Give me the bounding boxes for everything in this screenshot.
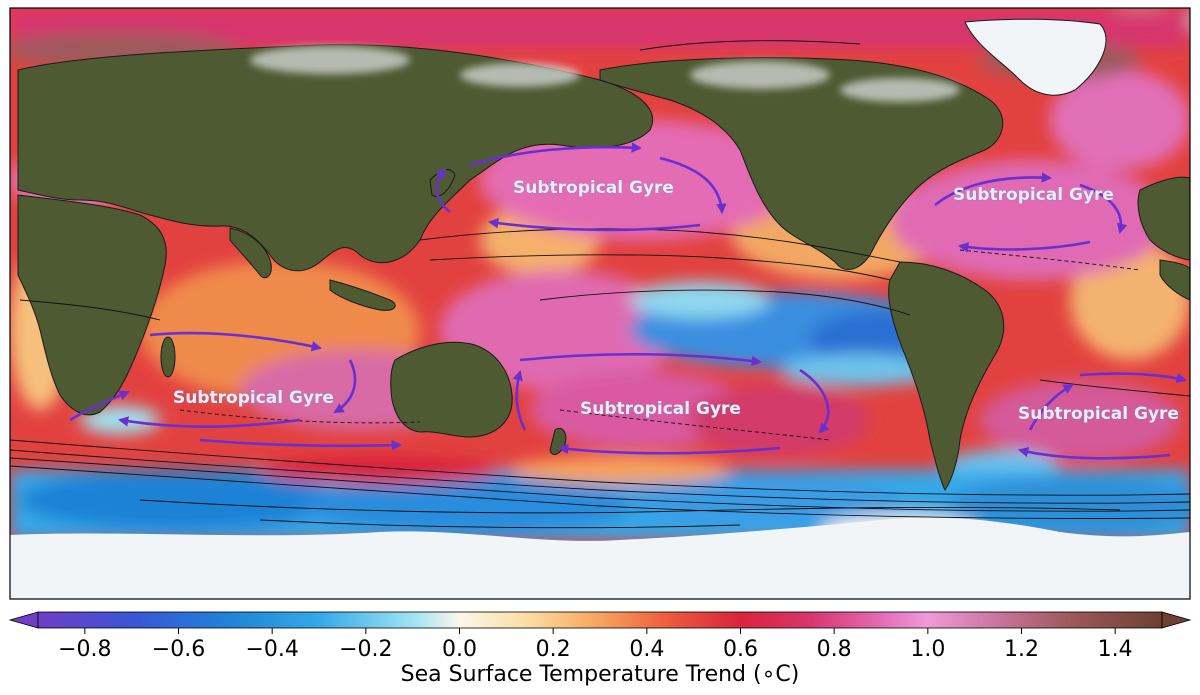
north-america [599, 57, 1004, 270]
colorbar-tick-label: −0.2 [339, 637, 392, 662]
gyre-arrow [469, 142, 643, 167]
colorbar-tick-label: 0.0 [442, 637, 477, 662]
gyre-arrow [199, 438, 403, 451]
gyre-arrow [435, 168, 451, 214]
colorbar-tick-label: −0.8 [58, 637, 111, 662]
gyre-label-south-pacific: Subtropical Gyre [580, 399, 741, 419]
western-africa-edge [1159, 259, 1190, 301]
colorbar-title: Sea Surface Temperature Trend (∘C) [401, 662, 800, 687]
colorbar-tick-label: −0.4 [245, 637, 298, 662]
gyre-label-indian: Subtropical Gyre [173, 388, 334, 408]
gyre-arrow [512, 369, 527, 431]
colorbar-bar [37, 611, 1163, 629]
gyre-arrow [117, 416, 301, 429]
gyre-arrow [934, 172, 1053, 207]
madagascar [160, 336, 176, 378]
contour-lines [10, 40, 1190, 529]
colorbar-extend-high [1161, 611, 1192, 629]
africa [17, 194, 167, 416]
south-america [888, 261, 1005, 491]
colorbar-tick-label: 0.2 [536, 637, 571, 662]
gyre-label-north-atlantic: Subtropical Gyre [953, 185, 1114, 205]
gyre-arrow [1028, 383, 1074, 431]
colorbar-tick-label: 1.4 [1098, 637, 1133, 662]
gyre-arrow [333, 359, 357, 414]
colorbar-tick-label: 1.2 [1004, 637, 1039, 662]
colorbar-tick-label: 1.0 [910, 637, 945, 662]
gyre-arrows [69, 142, 1188, 460]
maritime-continent [329, 279, 396, 311]
greenland [964, 18, 1107, 96]
gyre-arrow [69, 390, 130, 422]
gyre-arrow [519, 352, 763, 367]
gyre-arrow [487, 218, 701, 232]
colorbar-tick-label: 0.6 [723, 637, 758, 662]
map-frame [9, 7, 1191, 600]
colorbar: −0.8 −0.6 −0.4 −0.2 0.0 0.2 0.4 0.6 0.8 1.0 1.2 1.4… [8, 611, 1192, 687]
colorbar-tick-label: −0.6 [152, 637, 205, 662]
gyre-arrow [799, 368, 830, 434]
europe-west [1137, 176, 1190, 261]
continents [17, 18, 1190, 491]
gyre-arrow [659, 156, 727, 215]
gyre-label-north-pacific: Subtropical Gyre [513, 178, 674, 198]
antarctica [10, 517, 1190, 599]
colorbar-tick-label: 0.4 [629, 637, 664, 662]
colorbar-ticks: −0.8 −0.6 −0.4 −0.2 0.0 0.2 0.4 0.6 0.8 1.0 1.2 1.4 [58, 628, 1133, 662]
gyre-arrow [557, 443, 781, 455]
snow-cover [250, 46, 960, 102]
gyre-arrow [149, 331, 323, 352]
gyre-arrow [1079, 183, 1128, 235]
colorbar-tick-label: 0.8 [817, 637, 852, 662]
gyre-arrow [957, 240, 1091, 253]
gyre-label-south-atlantic: Subtropical Gyre [1018, 404, 1179, 424]
world-map: Subtropical Gyre Subtropical Gyre Subtro… [10, 8, 1190, 599]
gyre-arrow [1017, 446, 1171, 460]
gyre-arrow [1079, 372, 1188, 384]
india [229, 227, 272, 279]
colorbar-extend-low [8, 611, 39, 629]
australia [390, 341, 513, 438]
